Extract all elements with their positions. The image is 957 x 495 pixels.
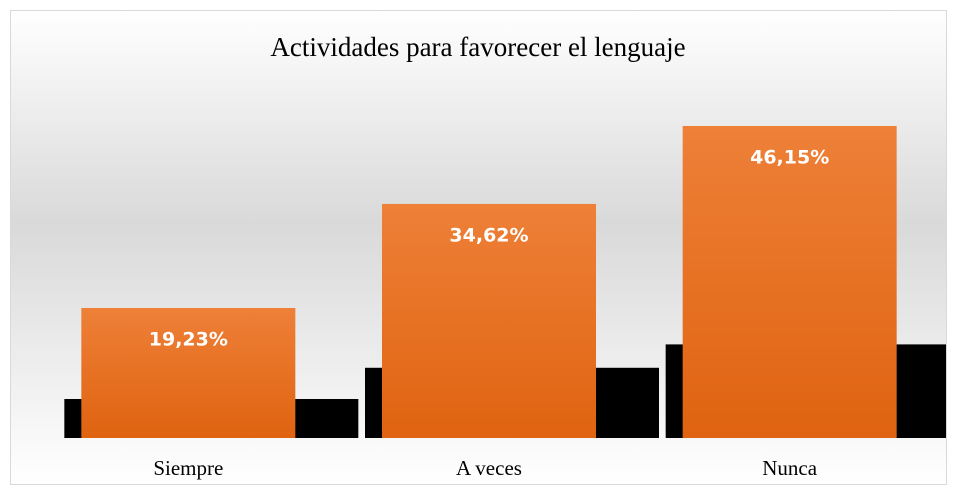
x-tick-label: A veces xyxy=(456,456,522,480)
bar xyxy=(382,203,596,438)
plot xyxy=(64,126,946,438)
data-label: 34,62% xyxy=(449,224,528,246)
bar xyxy=(81,307,296,438)
data-label: 46,15% xyxy=(750,147,829,169)
bar xyxy=(682,126,897,438)
data-label: 19,23% xyxy=(149,328,228,350)
x-tick-label: Siempre xyxy=(153,456,223,480)
chart-title: Actividades para favorecer el lenguaje xyxy=(270,32,685,62)
x-tick-label: Nunca xyxy=(762,456,817,480)
